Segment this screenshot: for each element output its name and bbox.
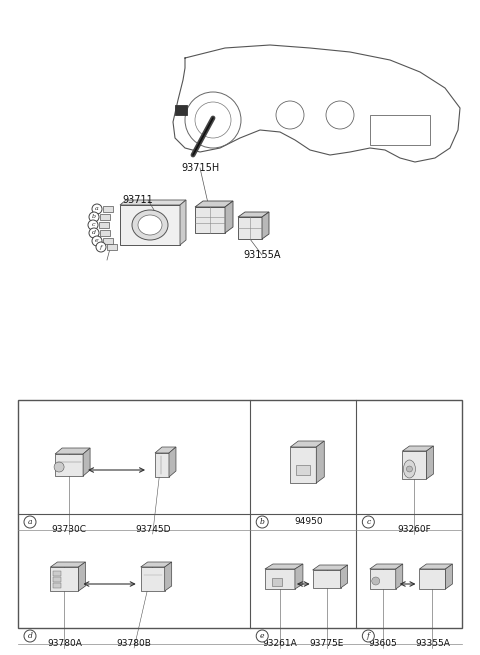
Ellipse shape xyxy=(404,460,416,478)
Text: c: c xyxy=(366,518,371,526)
Polygon shape xyxy=(312,565,348,570)
Ellipse shape xyxy=(132,210,168,240)
Polygon shape xyxy=(195,207,225,233)
Polygon shape xyxy=(195,201,233,207)
Text: 93355A: 93355A xyxy=(415,639,450,648)
Circle shape xyxy=(88,220,98,230)
FancyBboxPatch shape xyxy=(103,206,113,212)
Text: 93780B: 93780B xyxy=(117,639,152,648)
FancyBboxPatch shape xyxy=(296,465,310,475)
Circle shape xyxy=(372,577,380,585)
FancyBboxPatch shape xyxy=(18,400,462,628)
FancyBboxPatch shape xyxy=(53,576,61,582)
Polygon shape xyxy=(120,205,180,245)
FancyBboxPatch shape xyxy=(103,238,113,244)
Text: f: f xyxy=(367,632,370,640)
Polygon shape xyxy=(238,212,269,217)
Polygon shape xyxy=(262,212,269,239)
Polygon shape xyxy=(225,201,233,233)
Circle shape xyxy=(256,630,268,642)
Text: d: d xyxy=(27,632,33,640)
Circle shape xyxy=(256,516,268,528)
Polygon shape xyxy=(155,453,169,477)
Polygon shape xyxy=(141,567,165,591)
FancyBboxPatch shape xyxy=(100,214,110,220)
Polygon shape xyxy=(141,562,172,567)
Text: 93260F: 93260F xyxy=(397,525,432,534)
Text: a: a xyxy=(95,206,99,212)
Text: e: e xyxy=(95,238,99,244)
Text: a: a xyxy=(28,518,32,526)
Polygon shape xyxy=(50,567,78,591)
Polygon shape xyxy=(295,564,303,589)
Polygon shape xyxy=(50,562,85,567)
Polygon shape xyxy=(396,564,403,589)
Polygon shape xyxy=(370,569,396,589)
Text: e: e xyxy=(260,632,264,640)
Polygon shape xyxy=(370,564,403,569)
Text: 93155A: 93155A xyxy=(243,250,281,260)
Circle shape xyxy=(362,630,374,642)
Polygon shape xyxy=(55,454,83,476)
Text: 93745D: 93745D xyxy=(135,525,170,534)
Polygon shape xyxy=(341,565,348,588)
Polygon shape xyxy=(312,570,341,588)
Polygon shape xyxy=(420,569,445,589)
Circle shape xyxy=(96,242,106,252)
Text: 94950: 94950 xyxy=(294,517,323,527)
Polygon shape xyxy=(165,562,172,591)
FancyBboxPatch shape xyxy=(99,222,109,228)
Polygon shape xyxy=(180,200,186,245)
Polygon shape xyxy=(155,447,176,453)
Circle shape xyxy=(24,516,36,528)
Circle shape xyxy=(54,462,64,472)
Polygon shape xyxy=(426,446,433,479)
Polygon shape xyxy=(402,451,426,479)
Polygon shape xyxy=(120,200,186,205)
Text: 93715H: 93715H xyxy=(181,163,219,173)
Text: 93775E: 93775E xyxy=(310,639,344,648)
Text: b: b xyxy=(260,518,264,526)
FancyBboxPatch shape xyxy=(175,105,187,115)
Text: d: d xyxy=(92,231,96,236)
Polygon shape xyxy=(420,564,453,569)
Text: 93780A: 93780A xyxy=(47,639,82,648)
Text: 93711: 93711 xyxy=(122,195,154,205)
Text: 93730C: 93730C xyxy=(51,525,86,534)
Circle shape xyxy=(407,466,412,472)
Polygon shape xyxy=(238,217,262,239)
Polygon shape xyxy=(78,562,85,591)
Circle shape xyxy=(24,630,36,642)
Text: b: b xyxy=(92,214,96,219)
Polygon shape xyxy=(316,441,324,483)
Circle shape xyxy=(89,212,99,222)
Polygon shape xyxy=(290,441,324,447)
FancyBboxPatch shape xyxy=(100,230,110,236)
Polygon shape xyxy=(290,447,316,483)
Polygon shape xyxy=(402,446,433,451)
Ellipse shape xyxy=(138,215,162,235)
FancyBboxPatch shape xyxy=(53,582,61,588)
Circle shape xyxy=(362,516,374,528)
FancyBboxPatch shape xyxy=(53,571,61,576)
Polygon shape xyxy=(445,564,453,589)
FancyBboxPatch shape xyxy=(272,578,282,586)
Text: 93605: 93605 xyxy=(368,639,397,648)
Circle shape xyxy=(92,236,102,246)
Polygon shape xyxy=(55,448,90,454)
Polygon shape xyxy=(83,448,90,476)
FancyBboxPatch shape xyxy=(107,244,117,250)
Polygon shape xyxy=(265,569,295,589)
Polygon shape xyxy=(265,564,303,569)
Circle shape xyxy=(92,204,102,214)
Text: c: c xyxy=(91,223,95,227)
Text: 93261A: 93261A xyxy=(263,639,297,648)
Circle shape xyxy=(89,228,99,238)
Text: f: f xyxy=(100,244,102,250)
Polygon shape xyxy=(169,447,176,477)
